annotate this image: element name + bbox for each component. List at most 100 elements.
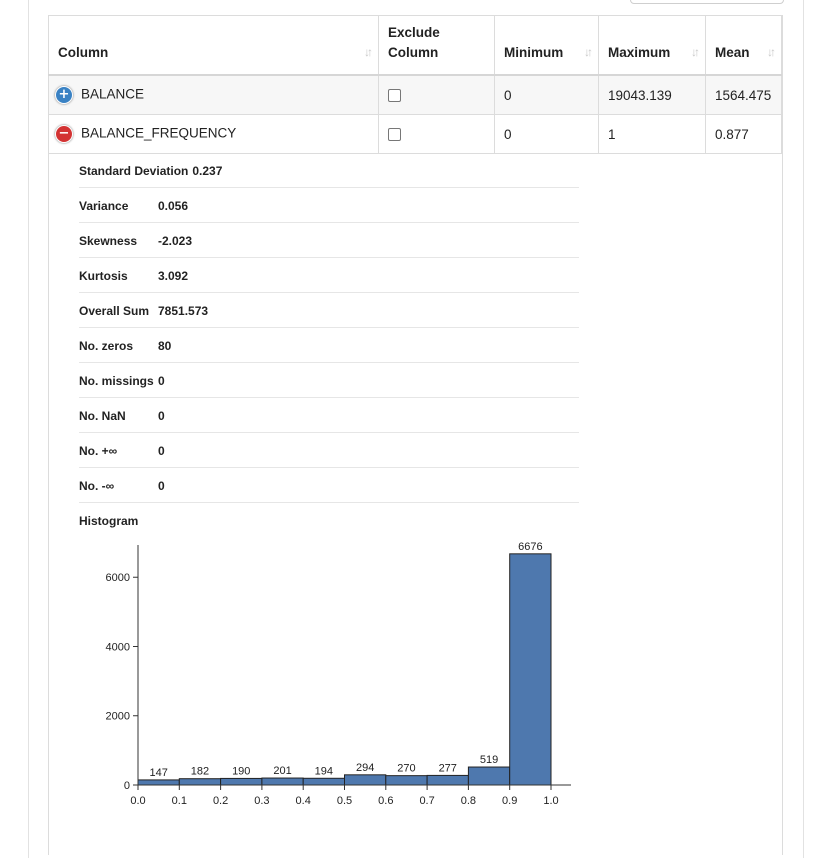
column-details: Standard Deviation 0.237 Variance 0.056 Sk… xyxy=(79,153,579,503)
mean-cell: 1564.475 xyxy=(705,74,782,115)
collapse-minus-icon[interactable]: − xyxy=(55,125,73,143)
minimum-header-label: Minimum xyxy=(504,45,564,60)
table-row: + BALANCE 0 19043.139 1564.475 xyxy=(48,74,782,115)
minimum-cell: 0 xyxy=(494,114,599,154)
mean-cell: 0.877 xyxy=(705,114,782,154)
maximum-header-label: Maximum xyxy=(608,45,671,60)
column-name: BALANCE xyxy=(81,86,145,102)
stat-value: 0 xyxy=(158,479,165,493)
y-tick-label: 2000 xyxy=(106,711,130,723)
maximum-cell: 1 xyxy=(598,114,706,154)
minimum-header[interactable]: Minimum ↓↑ xyxy=(494,15,599,76)
stat-value: 0 xyxy=(158,374,165,388)
column-name: BALANCE_FREQUENCY xyxy=(81,125,237,141)
sort-icon[interactable]: ↓↑ xyxy=(691,45,700,59)
y-tick-label: 6000 xyxy=(106,572,130,584)
x-tick-label: 0.6 xyxy=(378,795,393,807)
x-tick-label: 0.2 xyxy=(213,795,228,807)
y-tick-label: 4000 xyxy=(106,641,130,653)
mean-header[interactable]: Mean ↓↑ xyxy=(705,15,782,76)
x-tick-label: 0.8 xyxy=(461,795,476,807)
exclude-column-header-label: Exclude Column xyxy=(388,25,440,60)
sort-icon[interactable]: ↓↑ xyxy=(364,45,373,59)
stat-value: -2.023 xyxy=(158,234,193,248)
x-tick-label: 0.0 xyxy=(130,795,145,807)
detail-row: Overall Sum 7851.573 xyxy=(79,293,579,328)
sort-icon[interactable]: ↓↑ xyxy=(767,45,776,59)
bar-value-label: 201 xyxy=(273,765,291,777)
x-tick-label: 0.4 xyxy=(296,795,311,807)
histogram-bar xyxy=(178,778,222,786)
exclude-cell xyxy=(378,74,495,115)
histogram-bar xyxy=(344,774,387,786)
minimum-cell: 0 xyxy=(494,74,599,115)
table-row: − BALANCE_FREQUENCY 0 1 0.877 xyxy=(48,114,782,154)
stat-label: No. -∞ xyxy=(79,479,115,493)
expand-plus-icon[interactable]: + xyxy=(55,86,73,104)
histogram-bar xyxy=(426,774,469,786)
histogram-title: Histogram xyxy=(79,514,139,528)
mean-header-label: Mean xyxy=(715,45,750,60)
stat-label: No. +∞ xyxy=(79,444,118,458)
std-label: Standard Deviation 0.237 xyxy=(79,153,222,190)
bar-value-label: 277 xyxy=(439,762,457,774)
top-control[interactable] xyxy=(630,0,784,4)
column-name-cell: − BALANCE_FREQUENCY xyxy=(48,114,379,154)
stat-label: Variance xyxy=(79,199,129,213)
column-header-label: Column xyxy=(58,45,109,60)
exclude-column-header: Exclude Column xyxy=(378,15,495,76)
stat-label: No. missings xyxy=(79,374,154,388)
stat-label: Overall Sum xyxy=(79,304,150,318)
bar-value-label: 270 xyxy=(397,763,415,775)
column-header[interactable]: Column ↓↑ xyxy=(48,15,379,76)
column-stats-table: Column ↓↑ Exclude Column Minimum ↓↑ Maxi… xyxy=(48,15,782,154)
x-tick-label: 0.5 xyxy=(337,795,352,807)
x-tick-label: 0.1 xyxy=(172,795,187,807)
outer-frame xyxy=(28,0,804,858)
detail-row: No. -∞ 0 xyxy=(79,468,579,503)
histogram-bar xyxy=(261,777,304,786)
detail-row: No. missings 0 xyxy=(79,363,579,398)
detail-row: No. zeros 80 xyxy=(79,328,579,363)
histogram-bar xyxy=(220,777,263,786)
x-tick-label: 0.3 xyxy=(254,795,269,807)
column-name-cell: + BALANCE xyxy=(48,74,379,115)
histogram-bar xyxy=(467,766,511,786)
histogram-bar xyxy=(302,777,345,786)
bar-value-label: 6676 xyxy=(518,541,542,553)
detail-row-std: Standard Deviation 0.237 xyxy=(79,153,579,188)
bar-value-label: 294 xyxy=(356,762,374,774)
stat-value: 7851.573 xyxy=(158,304,209,318)
detail-row: No. NaN 0 xyxy=(79,398,579,433)
bar-value-label: 182 xyxy=(191,766,209,778)
bar-value-label: 147 xyxy=(149,767,167,779)
x-tick-label: 1.0 xyxy=(543,795,558,807)
stat-label: No. NaN xyxy=(79,409,126,423)
histogram-bar xyxy=(137,779,180,786)
detail-row: Skewness -2.023 xyxy=(79,223,579,258)
detail-row: Kurtosis 3.092 xyxy=(79,258,579,293)
table-header-row: Column ↓↑ Exclude Column Minimum ↓↑ Maxi… xyxy=(48,15,782,76)
exclude-checkbox[interactable] xyxy=(388,128,401,142)
stat-value: 0 xyxy=(158,409,165,423)
histogram-chart: 147 182 190 201 194 294 270 277 519 6676 0 2000 4000… xyxy=(106,541,571,807)
stat-label: Skewness xyxy=(79,234,138,248)
stat-label: No. zeros xyxy=(79,339,134,353)
detail-row: No. +∞ 0 xyxy=(79,433,579,468)
histogram-bar xyxy=(509,553,552,786)
y-tick-label: 0 xyxy=(124,780,130,792)
stats-panel xyxy=(48,15,783,855)
stat-value: 0.056 xyxy=(158,199,189,213)
std-value: 0.237 xyxy=(192,164,223,178)
bar-value-label: 194 xyxy=(315,765,333,777)
stat-value: 3.092 xyxy=(158,269,189,283)
exclude-cell xyxy=(378,114,495,154)
bar-value-label: 190 xyxy=(232,765,250,777)
maximum-header[interactable]: Maximum ↓↑ xyxy=(598,15,706,76)
bar-value-label: 519 xyxy=(480,754,498,766)
stat-label: Kurtosis xyxy=(79,269,128,283)
x-tick-label: 0.7 xyxy=(419,795,434,807)
sort-icon[interactable]: ↓↑ xyxy=(584,45,593,59)
std-label-text: Standard Deviation xyxy=(79,164,189,178)
exclude-checkbox[interactable] xyxy=(388,89,401,103)
